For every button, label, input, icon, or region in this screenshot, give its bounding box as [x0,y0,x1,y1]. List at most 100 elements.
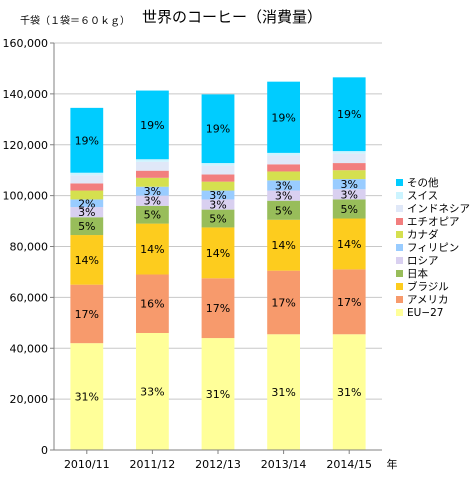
bar-segment [267,190,300,201]
bar-segment [136,332,169,450]
bar-segment [136,161,169,171]
data-label: 3% [78,206,95,219]
bar-segment [70,235,104,285]
y-tick-label: 20,000 [10,393,49,406]
data-label: 17% [271,296,295,309]
bar-segment [267,180,300,191]
data-label: 31% [75,391,99,404]
y-tick-label: 120,000 [3,139,49,152]
bar-segment [70,172,104,176]
bar-segment [136,90,169,160]
bar-segment [70,207,104,218]
bar-segment [267,200,300,220]
legend-swatch [396,244,403,251]
data-label: 31% [271,386,295,399]
bar-segment [332,199,366,219]
data-label: 14% [337,238,361,251]
bar-segment [201,227,235,279]
bar-segment [136,170,169,178]
x-tick-label: 2014/15 [326,458,372,471]
legend-swatch [396,231,403,238]
bar-segment [70,343,104,450]
y-tick-label: 100,000 [3,190,49,203]
bar-segment [267,164,300,172]
bar-segment [332,179,366,190]
data-label: 19% [337,108,361,121]
data-label: 14% [75,254,99,267]
bar-segment [70,284,104,344]
bar-segment [332,163,366,171]
y-tick-label: 80,000 [10,241,49,254]
bar-segment [201,165,235,175]
legend-label: カナダ [407,228,439,241]
legend-swatch [396,309,403,316]
data-label: 3% [209,199,226,212]
data-label: 17% [206,302,230,315]
data-label: 3% [275,190,292,203]
bars: 31%17%14%5%3%2%19%33%16%14%5%3%3%19%31%1… [70,77,366,450]
legend-swatch [396,257,403,264]
bar-segment [201,163,235,166]
y-tick-label: 160,000 [3,37,49,50]
bar-segment [332,269,366,335]
x-tick-label: 2012/13 [195,458,241,471]
data-label: 5% [144,209,161,222]
data-label: 17% [75,308,99,321]
legend-label: ロシア [407,255,439,267]
data-label: 19% [271,111,295,124]
bar-segment [201,174,235,182]
legend-swatch [396,179,403,186]
bar-segment [267,155,300,165]
bar-segment [136,186,169,196]
legend-label: EU−27 [407,307,443,319]
bar-segment [332,170,366,180]
bar-segment [201,94,235,164]
bar-segment [70,217,104,236]
x-tick-label: 2011/12 [130,458,176,471]
legend-label: フィリピン [407,242,459,254]
bar-segment [201,278,235,339]
legend: その他スイスインドネシアエチオピアカナダフィリピンロシア日本ブラジルアメリカEU… [396,176,470,319]
legend-label: エチオピア [407,216,460,228]
bar-segment [332,218,366,270]
data-label: 19% [140,119,164,132]
axes: 0 20,000 40,000 60,000 80,000 100,000 120,000 1… [3,37,382,471]
data-label: 5% [209,213,226,226]
bar-segment [201,181,235,191]
x-unit-label: 年 [387,457,398,471]
data-label: 3% [144,195,161,208]
bar-segment [70,199,104,208]
bar-segment [201,199,235,210]
bar-segment [332,77,366,152]
legend-swatch [396,205,403,212]
bar-segment [201,190,235,200]
data-label: 3% [144,185,161,198]
data-label: 3% [340,178,357,191]
data-label: 5% [78,220,95,233]
data-label: 14% [140,243,164,256]
y-unit-label: 千袋（１袋＝６０ｋｇ） [20,14,130,27]
legend-label: アメリカ [407,294,448,306]
bar-segment [136,223,169,275]
legend-label: ブラジル [407,280,449,293]
bar-segment [201,209,235,228]
data-label: 31% [337,386,361,399]
legend-swatch [396,192,403,199]
bar-segment [267,152,300,156]
bar-segment [70,175,104,184]
chart-title: 世界のコーヒー（消費量） [142,8,322,26]
bar-segment [136,274,169,333]
data-label: 14% [206,247,230,260]
data-label: 19% [206,123,230,136]
data-label: 17% [337,296,361,309]
bar-segment [201,338,235,450]
data-label: 2% [78,197,95,210]
bar-segment [267,334,300,450]
bar-segment [136,205,169,224]
data-label: 16% [140,298,164,311]
y-tick-label: 140,000 [3,88,49,101]
y-tick-label: 40,000 [10,342,49,355]
legend-label: スイス [407,190,438,202]
bar-segment [70,107,104,173]
